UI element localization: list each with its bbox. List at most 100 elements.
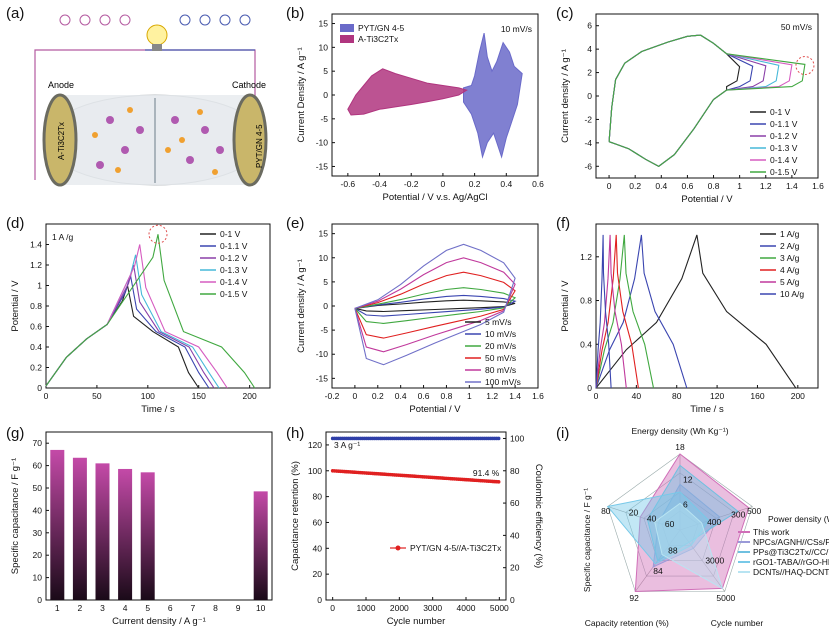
- y-tick-label: 80: [313, 492, 323, 502]
- chart-d-gcd-windows: (d) 0 50 100 150 200 0 0.2 0.4 0.6 0.8 1 1.2 1.4 Time …: [6, 215, 271, 415]
- legend-entry: 5 A/g: [780, 277, 800, 287]
- y-tick-label: 15: [319, 19, 329, 29]
- x-tick-label: 1.2: [760, 181, 772, 191]
- x-tick-label: 80: [672, 391, 682, 401]
- y-tick-label: 0.8: [30, 301, 42, 311]
- y-tick-label: 60: [33, 461, 43, 471]
- legend-entry: 0-1.4 V: [770, 155, 798, 165]
- radar-scale-label-power: 400: [707, 517, 721, 527]
- electron-icon: [79, 14, 91, 26]
- x-tick-label: 5000: [490, 603, 509, 613]
- electron-icon: [219, 14, 231, 26]
- y-tick-label: 0: [323, 301, 328, 311]
- x-tick-label: 1.6: [812, 181, 824, 191]
- y-tick-label: 0.4: [30, 342, 42, 352]
- radar-scale-label-retention: 84: [653, 566, 663, 576]
- chart-e-cv-scanrates: (e) -0.2 0 0.2 0.4 0.6 0.8 1 1.2 1.4 1.6 -15 -10 -5 0 5…: [286, 215, 544, 415]
- legend-entry: 10 mV/s: [485, 329, 516, 339]
- cathode-material-label: PYT/GN 4-5: [255, 124, 264, 168]
- legend-entry: A-Ti3C2Tx: [358, 34, 399, 44]
- x-axis-label: Potential / V v.s. Ag/AgCl: [383, 192, 488, 203]
- gcd-curve-0: [595, 234, 797, 389]
- radar-max-label: 92: [629, 593, 639, 603]
- ion-dots: [92, 107, 224, 175]
- radar-grid: [625, 472, 735, 577]
- x-tick-label: 0.6: [681, 181, 693, 191]
- plot-frame: [325, 431, 507, 601]
- legend-entry: 100 mV/s: [485, 377, 521, 387]
- gcd-curve-4: [595, 234, 627, 389]
- y-tick-label: 20: [33, 550, 43, 560]
- radar-max-label: 500: [747, 506, 761, 516]
- scan-rate-annotation: 50 mV/s: [781, 22, 812, 32]
- legend-entry: PYT/GN 4-5//A-Ti3C2Tx: [410, 543, 502, 553]
- radar-series-2: [646, 464, 739, 562]
- y-tick-label: 40: [33, 505, 43, 515]
- y-tick-label: 0: [587, 383, 592, 393]
- radar-scale-label-capacitance: 20: [629, 507, 639, 517]
- y2-tick-label: 80: [510, 466, 520, 476]
- x-tick-label: 1: [55, 603, 60, 613]
- legend-entry: 0-1.3 V: [220, 265, 248, 275]
- y2-tick-label: 40: [510, 530, 520, 540]
- y-tick-label: 0: [37, 383, 42, 393]
- radar-scale-label-energy: 12: [683, 474, 693, 484]
- x-tick-label: 4000: [457, 603, 476, 613]
- x-axis-label: Current density / A g⁻¹: [112, 616, 206, 627]
- radar-series-4: [654, 502, 724, 590]
- x-tick-label: 50: [92, 391, 102, 401]
- y-tick-label: 0.6: [30, 322, 42, 332]
- radar-axis-label: Cycle number: [711, 618, 764, 628]
- y2-tick-label: 20: [510, 563, 520, 573]
- x-tick-label: 0: [44, 391, 49, 401]
- y-tick-label: -6: [584, 161, 592, 171]
- radar-scale-label-power: 300: [731, 509, 745, 519]
- gcd-curve-2: [595, 234, 655, 389]
- y-tick-label: 0: [587, 91, 592, 101]
- highlight-circle: [795, 56, 815, 76]
- cv-area-0: [463, 32, 523, 159]
- x-tick-label: 160: [750, 391, 764, 401]
- x-tick-label: 0.2: [469, 179, 481, 189]
- cv-curve-4: [354, 257, 516, 353]
- radar-spoke: [607, 506, 681, 531]
- cv-curve-2: [354, 287, 517, 324]
- legend-entry: 0-1.2 V: [220, 253, 248, 263]
- y-tick-label: 2: [587, 68, 592, 78]
- x-tick-label: 0.6: [418, 391, 430, 401]
- x-tick-label: 200: [243, 391, 257, 401]
- legend-entry: 4 A/g: [780, 265, 800, 275]
- x-tick-label: 0.2: [629, 181, 641, 191]
- legend-swatch: [340, 24, 354, 32]
- x-tick-label: 1.4: [509, 391, 521, 401]
- bar: [253, 491, 268, 600]
- y-tick-label: 10: [319, 42, 329, 52]
- panel-label: (e): [286, 215, 304, 232]
- y-tick-label: 1: [37, 281, 42, 291]
- legend-entry: 0-1 V: [770, 107, 791, 117]
- x-axis-label: Time / s: [141, 404, 175, 415]
- highlight-circle: [148, 224, 168, 244]
- electron-icon: [179, 14, 191, 26]
- x-tick-label: 8: [213, 603, 218, 613]
- y-tick-label: 120: [308, 440, 322, 450]
- x-tick-label: 0: [607, 181, 612, 191]
- radar-axis-label: Power density (W Kg⁻¹): [768, 514, 829, 524]
- radar-scale-label-cycle: 3000: [705, 556, 724, 566]
- radar-axis-label: Capacity retention (%): [585, 618, 669, 628]
- gcd-curve-5: [45, 234, 256, 389]
- y-tick-label: 10: [319, 253, 329, 263]
- legend-entry: 0-1 V: [220, 229, 241, 239]
- y-axis-label: Specific capacitance / F g⁻¹: [10, 458, 21, 574]
- x-tick-label: 7: [191, 603, 196, 613]
- cv-curve-1: [354, 294, 517, 317]
- cv-curve-2: [608, 34, 767, 167]
- legend-swatch: [340, 35, 354, 43]
- y2-tick-label: 60: [510, 498, 520, 508]
- legend-entry: 80 mV/s: [485, 365, 516, 375]
- x-tick-label: 0: [353, 391, 358, 401]
- cv-curve-0: [354, 299, 516, 313]
- x-axis-label: Potential / V: [409, 404, 461, 415]
- y2-tick-label: 0: [510, 595, 515, 605]
- y-tick-label: -2: [584, 114, 592, 124]
